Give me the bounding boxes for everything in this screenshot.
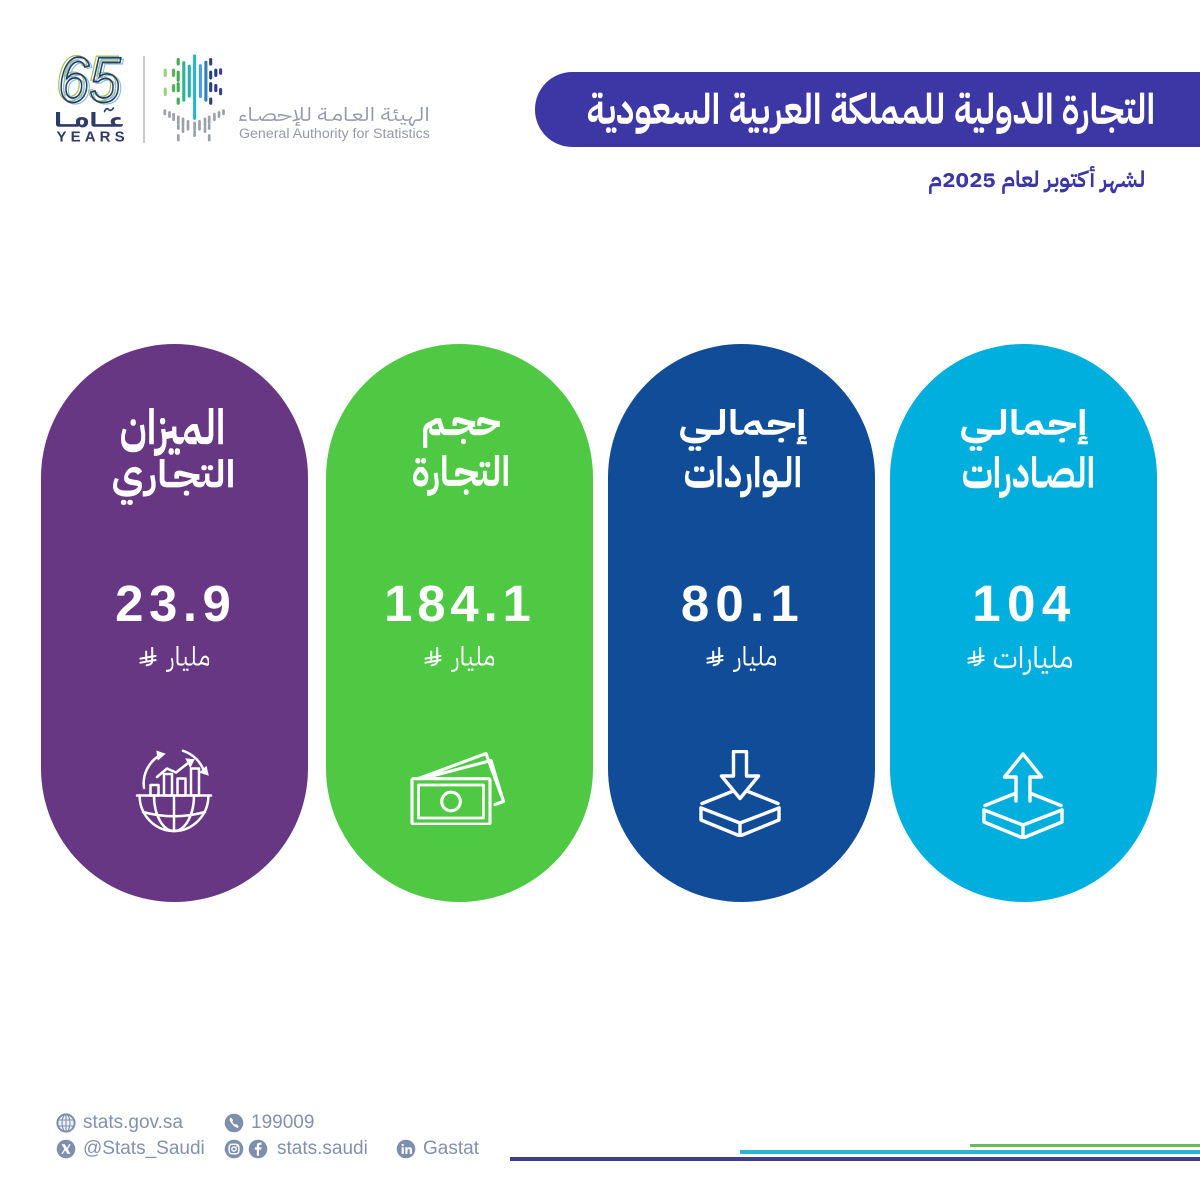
svg-text:65: 65 xyxy=(56,46,119,114)
svg-text:65: 65 xyxy=(58,46,121,116)
svg-text:65: 65 xyxy=(61,46,124,117)
svg-text:YEARS: YEARS xyxy=(57,129,129,146)
